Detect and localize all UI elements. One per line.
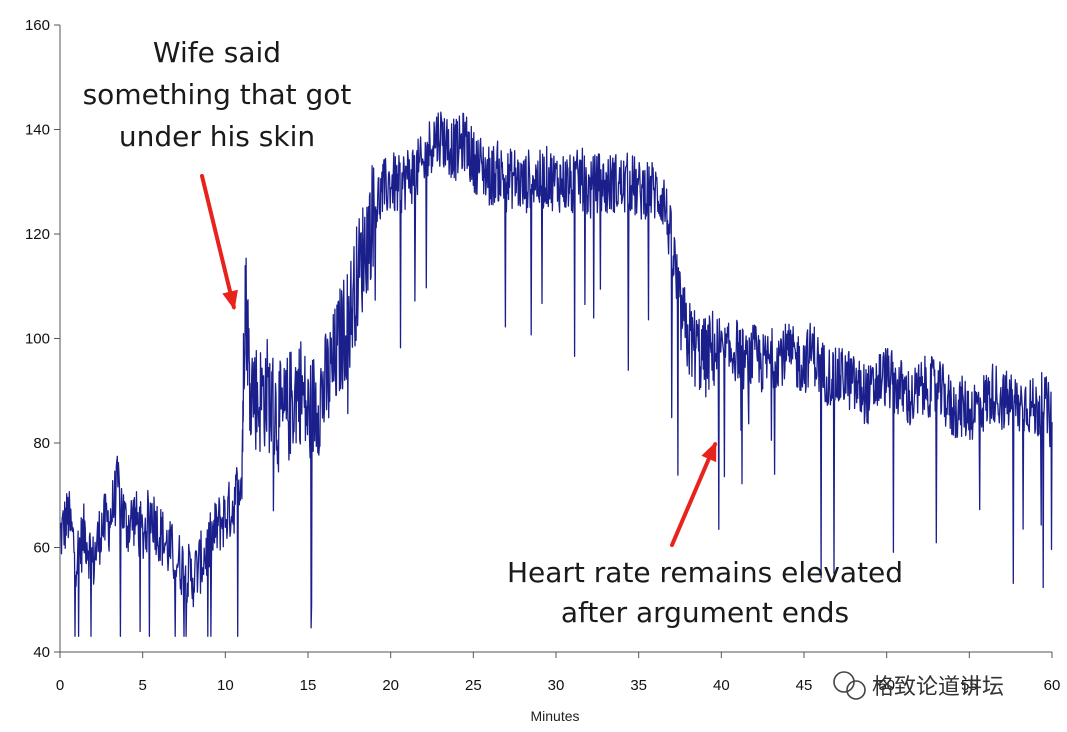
annotation-texts: Wife said something that got under his ski… [83, 36, 903, 629]
x-tick-label: 30 [548, 677, 565, 694]
y-tick-label: 120 [25, 226, 50, 243]
x-axis-ticks: 0 5 10 15 20 25 30 35 40 45 50 55 60 [56, 652, 1061, 694]
annotation-arrow [200, 174, 236, 310]
y-tick-label: 80 [33, 435, 50, 452]
x-tick-label: 60 [1044, 677, 1061, 694]
wechat-icon [833, 671, 866, 700]
annotation-1-line: under his skin [119, 120, 315, 153]
y-tick-label: 100 [25, 331, 50, 348]
annotation-arrow [670, 442, 718, 547]
annotation-2-line: Heart rate remains elevated [507, 556, 903, 589]
x-axis-label: Minutes [530, 708, 579, 724]
x-tick-label: 25 [465, 677, 482, 694]
annotation-1-line: Wife said [153, 36, 281, 69]
series-lines [59, 111, 1053, 637]
y-tick-label: 40 [33, 644, 50, 661]
series-line [59, 111, 1053, 637]
annotation-arrowhead [701, 441, 717, 463]
annotation-1-line: something that got [83, 78, 352, 111]
x-tick-label: 5 [138, 677, 146, 694]
x-tick-label: 35 [630, 677, 647, 694]
watermark-text: 格致论道讲坛 [872, 675, 1004, 700]
annotation-2-line: after argument ends [561, 596, 849, 629]
annotation-arrows [200, 174, 718, 547]
x-tick-label: 0 [56, 677, 64, 694]
y-tick-label: 60 [33, 540, 50, 557]
watermark: 格致论道讲坛 [833, 671, 1004, 700]
x-tick-label: 20 [382, 677, 399, 694]
y-tick-label: 160 [25, 17, 50, 34]
x-tick-label: 45 [796, 677, 813, 694]
x-tick-label: 40 [713, 677, 730, 694]
x-tick-label: 50 [878, 677, 895, 694]
y-tick-label: 140 [25, 122, 50, 139]
x-tick-label: 15 [300, 677, 317, 694]
y-axis-ticks: 40 60 80 100 120 140 160 [25, 17, 60, 661]
x-tick-label: 55 [961, 677, 978, 694]
annotation-arrowhead [222, 289, 238, 311]
x-tick-label: 10 [217, 677, 234, 694]
